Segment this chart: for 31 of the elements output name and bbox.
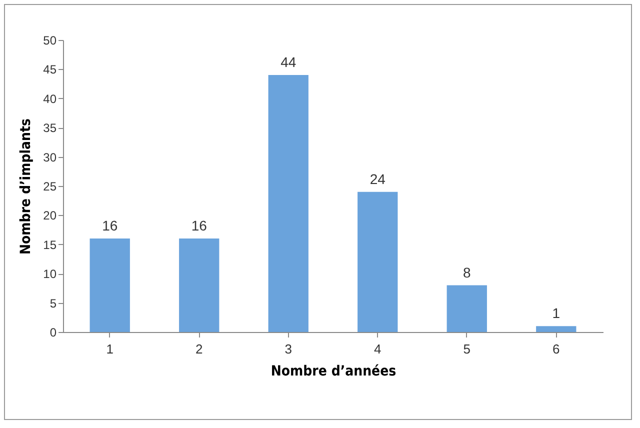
y-tick-label: 20: [43, 208, 57, 223]
y-tick-label: 50: [43, 34, 57, 48]
bar: [358, 192, 398, 332]
y-tick-label: 25: [43, 180, 57, 194]
y-axis-title: Nombre d’implants: [18, 118, 34, 255]
y-tick-label: 35: [43, 121, 57, 136]
data-label: 16: [102, 218, 118, 234]
bar: [90, 238, 130, 332]
bar: [268, 75, 308, 332]
bar: [536, 326, 576, 332]
y-tick-label: 15: [43, 238, 57, 252]
y-tick-label: 5: [50, 296, 57, 310]
data-label: 24: [370, 170, 386, 187]
y-tick-label: 45: [43, 62, 57, 77]
y-tick-label: 0: [50, 326, 57, 340]
bar: [179, 238, 220, 332]
x-tick-label: 3: [284, 342, 292, 356]
x-tick-label: 5: [463, 342, 470, 356]
bar: [446, 285, 487, 332]
y-tick-label: 10: [43, 267, 57, 282]
y-tick-label: 30: [43, 150, 57, 164]
x-tick-label: 4: [374, 342, 382, 356]
data-label: 16: [191, 218, 208, 234]
x-axis-title: Nombre d’années: [270, 364, 396, 380]
y-tick-label: 40: [43, 92, 57, 106]
x-tick-label: 1: [106, 342, 114, 356]
data-label: 44: [280, 54, 296, 70]
data-label: 8: [462, 264, 471, 280]
data-label: 1: [552, 305, 560, 322]
x-tick-label: 6: [552, 342, 560, 356]
x-tick-label: 2: [196, 342, 203, 356]
